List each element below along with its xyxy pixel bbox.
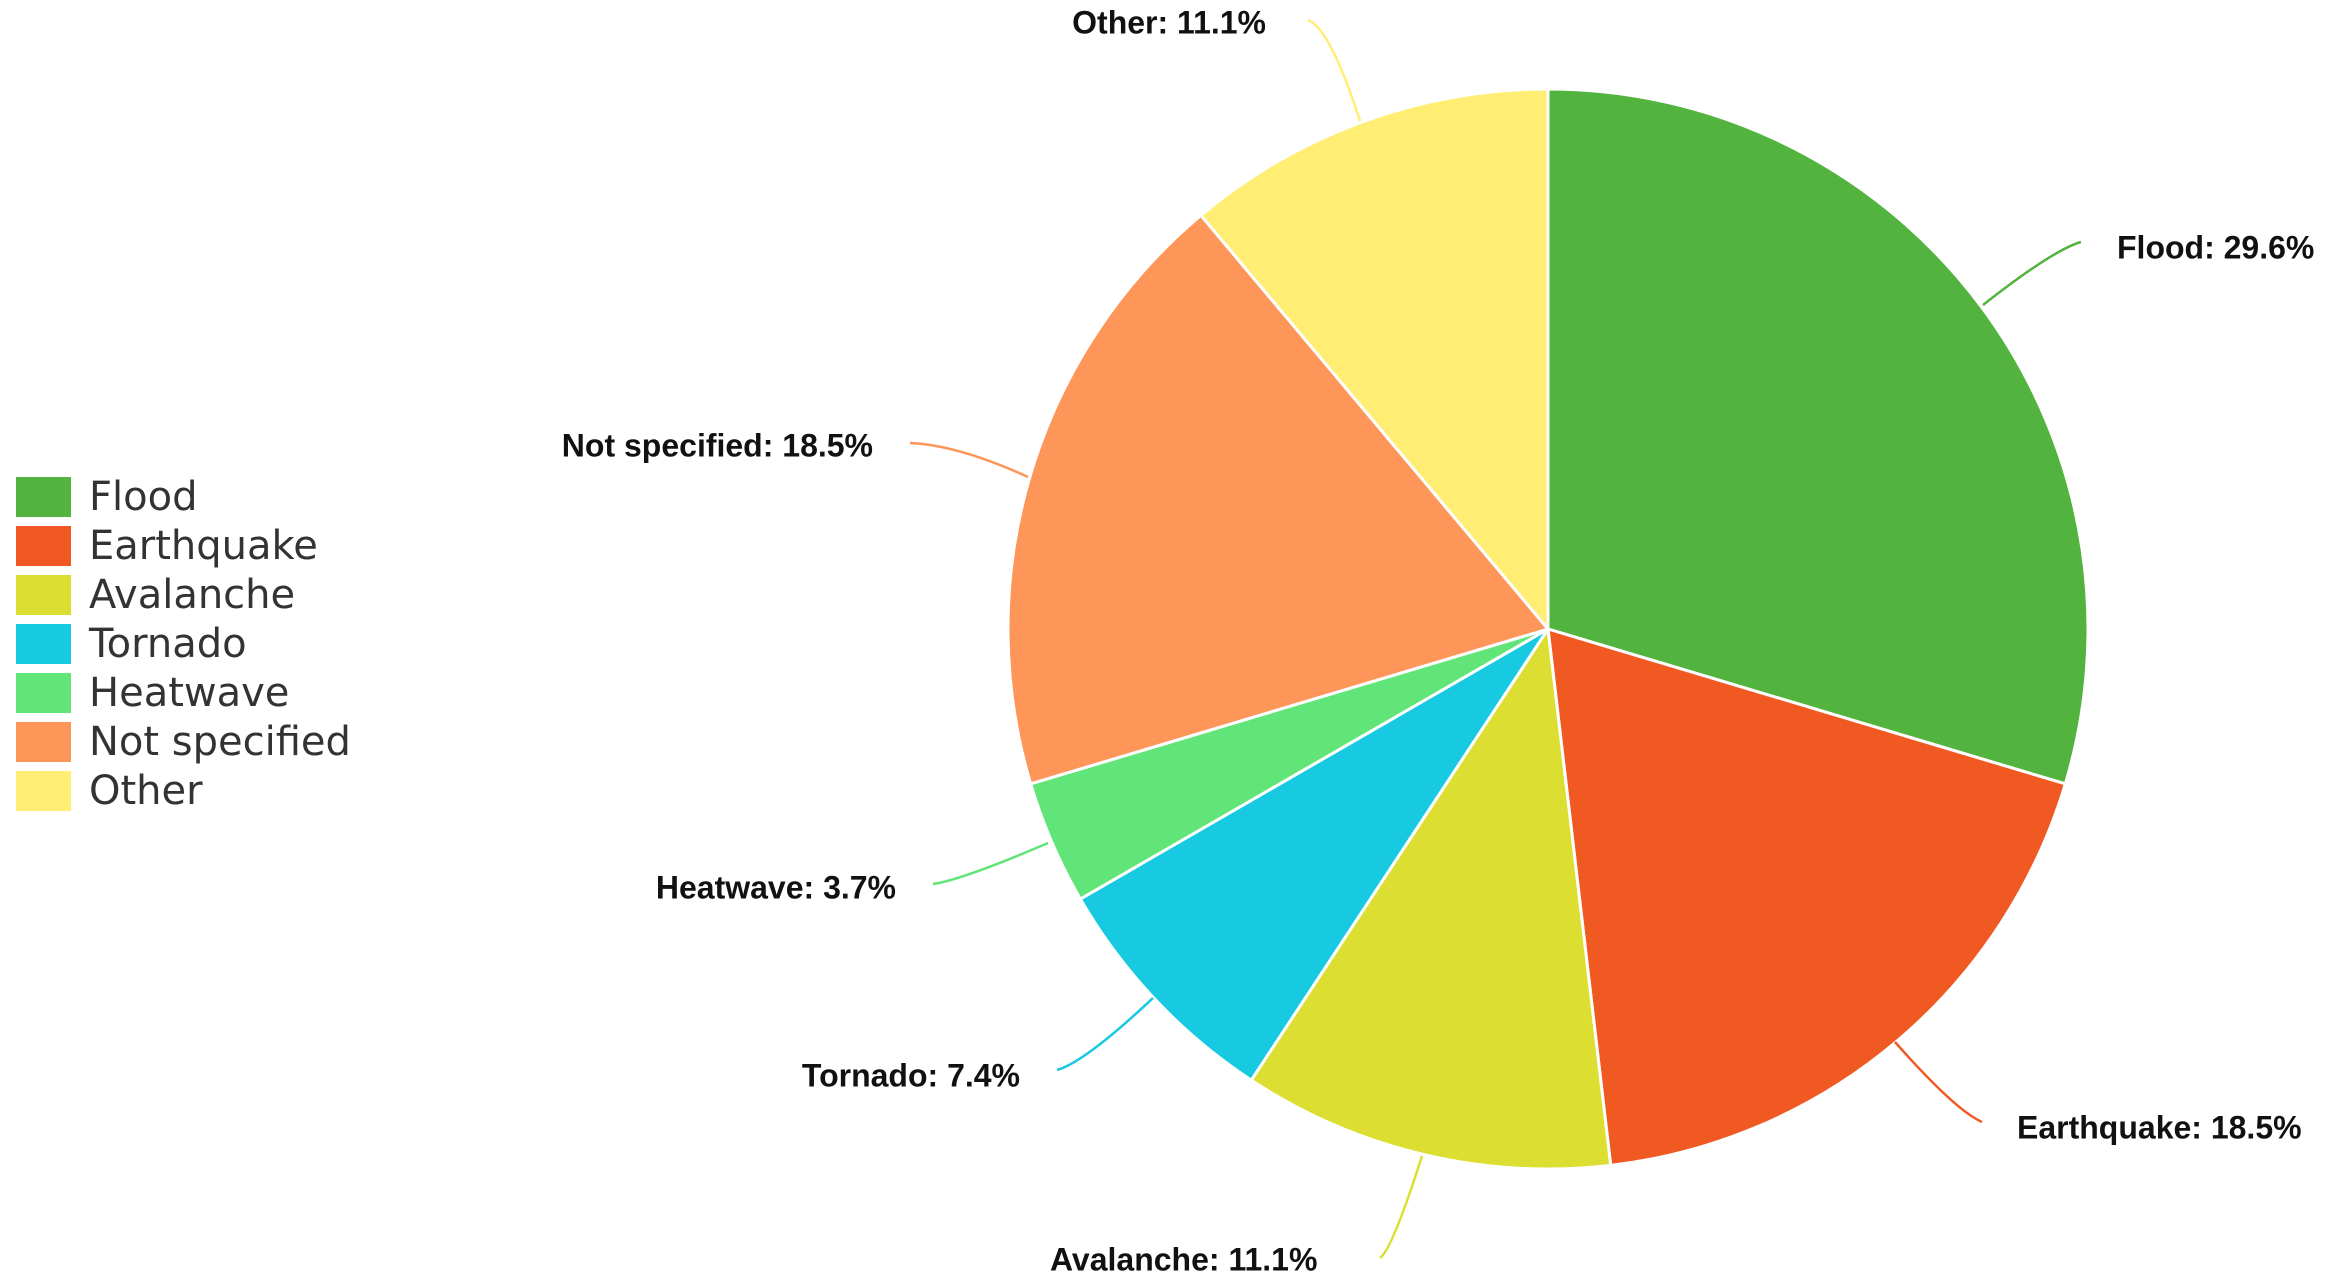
legend-label-heatwave: Heatwave	[89, 669, 290, 716]
pie-slice-tornado[interactable]	[1078, 627, 1550, 1082]
legend-item-tornado[interactable]: Tornado	[16, 619, 416, 668]
legend-swatch-earthquake	[16, 525, 71, 566]
legend-label-flood: Flood	[89, 473, 198, 520]
legend-item-avalanche[interactable]: Avalanche	[16, 570, 416, 619]
pie-slice-avalanche[interactable]	[1249, 627, 1613, 1171]
legend-label-tornado: Tornado	[89, 620, 247, 667]
data-label-flood: Flood: 29.6%	[2117, 229, 2314, 265]
connector-line-other	[1307, 18, 1362, 122]
legend-swatch-flood	[16, 476, 71, 517]
data-label-other: Other: 11.1%	[1072, 4, 1266, 40]
connector-line-tornado	[1056, 997, 1154, 1072]
data-label-tornado: Tornado: 7.4%	[802, 1057, 1020, 1093]
legend-swatch-tornado	[16, 623, 71, 664]
legend-label-other: Other	[89, 767, 203, 814]
data-label-avalanche: Avalanche: 11.1%	[1050, 1241, 1317, 1277]
legend-label-not-specified: Not specified	[89, 718, 351, 765]
data-label-earthquake: Earthquake: 18.5%	[2017, 1109, 2302, 1145]
chart-legend: Flood Earthquake Avalanche Tornado Heatw…	[16, 472, 416, 815]
legend-item-other[interactable]: Other	[16, 766, 416, 815]
legend-item-earthquake[interactable]: Earthquake	[16, 521, 416, 570]
legend-swatch-other	[16, 770, 71, 811]
pie-slice-flood[interactable]	[1546, 87, 2090, 786]
legend-swatch-heatwave	[16, 672, 71, 713]
legend-swatch-not-specified	[16, 721, 71, 762]
legend-label-earthquake: Earthquake	[89, 522, 318, 569]
pie-slice-other[interactable]	[1199, 87, 1550, 631]
connector-line-avalanche	[1379, 1155, 1424, 1260]
legend-swatch-avalanche	[16, 574, 71, 615]
connector-line-flood	[1982, 240, 2082, 306]
legend-item-heatwave[interactable]: Heatwave	[16, 668, 416, 717]
connector-line-not-specified	[909, 441, 1029, 479]
legend-label-avalanche: Avalanche	[89, 571, 296, 618]
connector-line-heatwave	[932, 841, 1049, 886]
data-label-heatwave: Heatwave: 3.7%	[656, 869, 896, 905]
legend-item-not-specified[interactable]: Not specified	[16, 717, 416, 766]
legend-item-flood[interactable]: Flood	[16, 472, 416, 521]
pie-slice-not-specified[interactable]	[1006, 213, 1550, 786]
connector-line-earthquake	[1894, 1041, 1983, 1124]
data-label-not-specified: Not specified: 18.5%	[562, 427, 873, 463]
